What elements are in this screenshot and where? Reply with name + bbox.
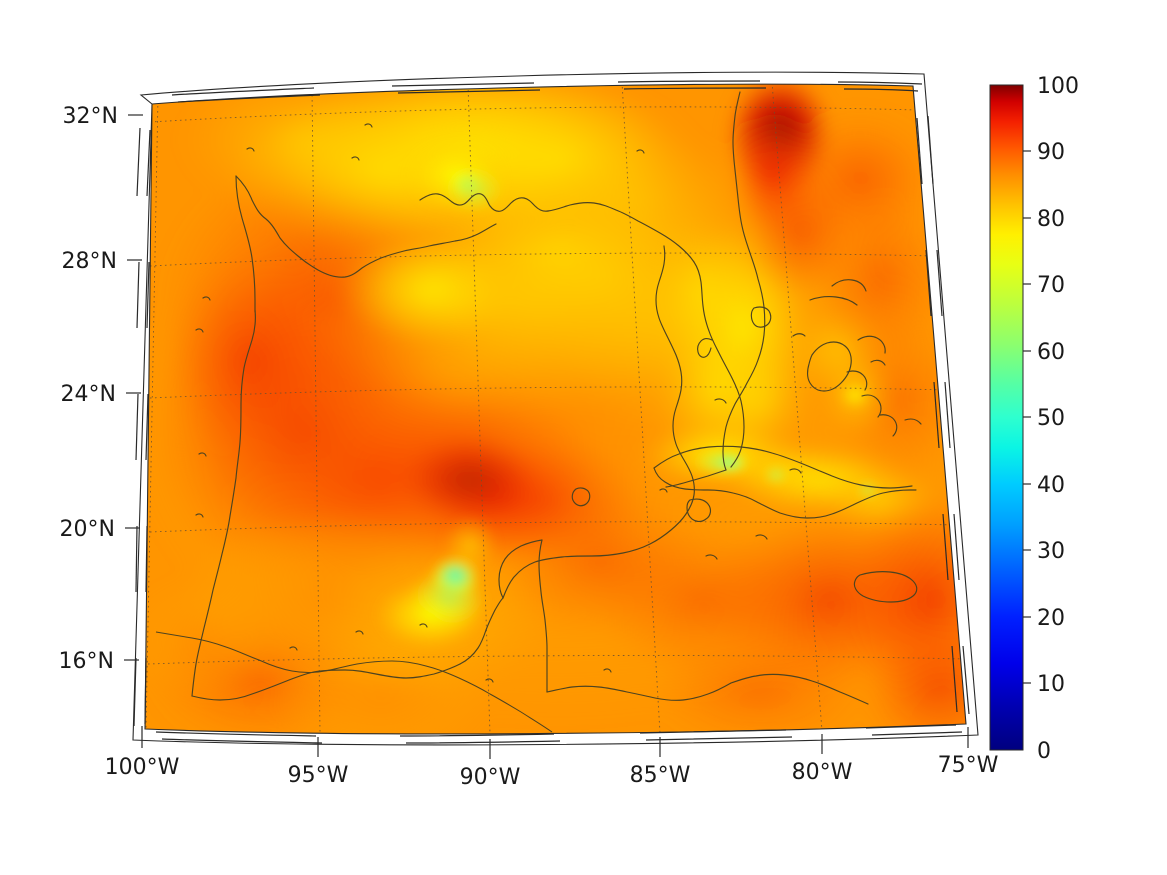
coastline-cozumel bbox=[571, 487, 591, 507]
xlabel-95w: 95°W bbox=[288, 763, 349, 788]
coastline-small-island-gulf-7 bbox=[351, 156, 360, 161]
axis-labels-longitude: 100°W 95°W 90°W 85°W 80°W 75°W bbox=[105, 726, 999, 790]
gridline-lat-20 bbox=[149, 521, 959, 533]
coastline-dry-tortugas bbox=[659, 488, 668, 493]
colorbar-label-0: 0 bbox=[1037, 739, 1051, 764]
coastline-small-island-gulf-1 bbox=[246, 147, 255, 152]
coastlines bbox=[191, 91, 922, 705]
coastline-small-island-gulf-9 bbox=[419, 623, 428, 628]
coastline-texas-lagoon bbox=[191, 309, 256, 697]
colorbar-label-20: 20 bbox=[1037, 606, 1065, 631]
xlabel-75w: 75°W bbox=[938, 753, 999, 778]
coastline-belize-honduras bbox=[546, 682, 732, 701]
colorbar-label-90: 90 bbox=[1037, 140, 1065, 165]
coastline-cay-sal bbox=[789, 468, 802, 474]
xlabel-100w: 100°W bbox=[105, 755, 180, 780]
colorbar[interactable]: 100 90 80 70 60 50 40 30 20 10 0 bbox=[989, 74, 1079, 764]
ylabel-32n: 32°N bbox=[63, 104, 118, 129]
coastline-small-island-gulf-3 bbox=[195, 328, 204, 333]
colorbar-label-10: 10 bbox=[1037, 672, 1065, 697]
coastline-lake-okeechobee bbox=[750, 306, 772, 328]
colorbar-label-60: 60 bbox=[1037, 340, 1065, 365]
coastline-yucatan-north bbox=[498, 539, 543, 599]
coastline-small-island-gulf-5 bbox=[195, 513, 204, 518]
ylabel-24n: 24°N bbox=[61, 382, 116, 407]
xlabel-85w: 85°W bbox=[630, 763, 691, 788]
coastline-andros bbox=[807, 341, 852, 392]
political-borders bbox=[155, 631, 553, 733]
map-frame bbox=[132, 71, 979, 746]
coastline-florida-bigbend bbox=[693, 261, 745, 468]
colorbar-label-50: 50 bbox=[1037, 406, 1065, 431]
colorbar-label-70: 70 bbox=[1037, 273, 1065, 298]
coastline-louisiana-delta bbox=[419, 193, 549, 212]
gridline-lat-16 bbox=[147, 655, 966, 665]
coastline-cat-island bbox=[870, 359, 886, 366]
coastline-small-island-gulf-4 bbox=[198, 452, 207, 457]
colorbar-label-30: 30 bbox=[1037, 539, 1065, 564]
gridline-lat-24 bbox=[149, 386, 951, 399]
coastline-yucatan bbox=[502, 245, 695, 599]
coastline-florida-west-tampa bbox=[697, 338, 713, 358]
gridline-lon-90 bbox=[467, 84, 491, 734]
frame-outer-band bbox=[132, 71, 979, 746]
coastline-florida-bay-island bbox=[714, 398, 727, 404]
coastline-honduras-nicaragua bbox=[730, 673, 869, 705]
coastline-small-island-gulf-10 bbox=[355, 630, 364, 635]
ylabel-16n: 16°N bbox=[59, 649, 114, 674]
map-data-field bbox=[145, 84, 966, 734]
frame-ticks-right bbox=[916, 115, 970, 715]
coastline-isla-juventud bbox=[686, 498, 712, 523]
coastline-bay-of-campeche bbox=[459, 597, 504, 665]
gridline-lon-100 bbox=[145, 95, 159, 731]
coastline-small-key-1 bbox=[755, 534, 768, 540]
colorbar-label-100: 100 bbox=[1037, 74, 1079, 99]
coastline-small-island-gulf-12 bbox=[603, 668, 612, 673]
ylabel-20n: 20°N bbox=[60, 517, 115, 542]
colorbar-label-80: 80 bbox=[1037, 207, 1065, 232]
coastline-small-key-2 bbox=[705, 554, 718, 560]
coastline-florida-keys bbox=[665, 469, 727, 488]
coastline-belize-coast bbox=[538, 539, 548, 693]
coastline-acklins bbox=[879, 414, 898, 437]
coastline-gulf-curve bbox=[235, 175, 256, 313]
xlabel-90w: 90°W bbox=[460, 765, 521, 790]
colorbar-ticks bbox=[1023, 150, 1031, 684]
frame-ticks-bottom bbox=[155, 724, 963, 744]
frame-ticks-top bbox=[171, 80, 923, 103]
coastline-texas-mexico bbox=[235, 175, 497, 278]
coastline-small-island-gulf-2 bbox=[202, 296, 211, 301]
coastline-small-island-gulf-13 bbox=[485, 678, 494, 683]
coastline-great-exuma bbox=[846, 370, 868, 391]
coastline-abaco bbox=[831, 279, 867, 292]
colorbar-label-40: 40 bbox=[1037, 473, 1065, 498]
colorbar-gradient bbox=[989, 84, 1024, 751]
gridline-lon-80 bbox=[771, 84, 823, 732]
gridline-lon-85 bbox=[621, 84, 661, 734]
coastline-eleuthera bbox=[857, 335, 886, 354]
border-mexico-guatemala bbox=[155, 631, 553, 733]
frame-ticks-left bbox=[133, 127, 151, 727]
coastline-florida-east bbox=[722, 91, 766, 471]
axis-labels-latitude: 32°N 28°N 24°N 20°N 16°N bbox=[59, 104, 143, 674]
gridline-lon-95 bbox=[311, 89, 321, 734]
gridline-lat-28 bbox=[149, 252, 937, 267]
coastline-grand-bahama bbox=[809, 296, 858, 306]
coastline-cuba-south bbox=[653, 467, 917, 519]
coastline-bimini bbox=[792, 333, 806, 337]
coastline-small-island-gulf-6 bbox=[364, 123, 373, 128]
ylabel-28n: 28°N bbox=[62, 249, 117, 274]
coastline-long-island bbox=[861, 394, 882, 418]
xlabel-80w: 80°W bbox=[792, 760, 853, 785]
coastline-panhandle bbox=[547, 202, 695, 263]
coastline-small-island-gulf-11 bbox=[289, 646, 298, 651]
coastline-small-island-gulf-8 bbox=[636, 149, 645, 154]
coastline-jamaica bbox=[853, 571, 918, 603]
coastline-cuba-north bbox=[653, 445, 913, 489]
coastline-mayaguana bbox=[904, 418, 922, 425]
